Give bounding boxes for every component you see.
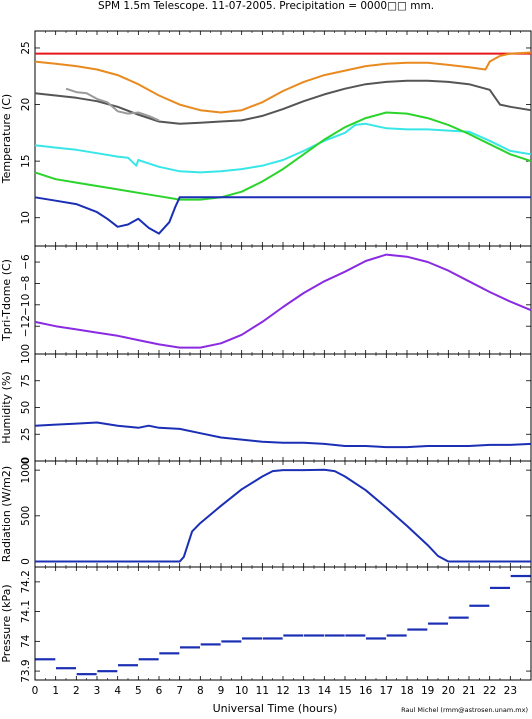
data-point — [35, 658, 56, 661]
panel-4: 73.9 74 74.1 74.2 Pressure (kPa) — [0, 566, 532, 683]
x-tick-label: 1 — [52, 685, 59, 697]
data-point — [262, 637, 283, 640]
panel-frame — [34, 30, 532, 247]
series-line-green — [34, 111, 532, 201]
data-point — [490, 586, 510, 590]
y-axis-label: Radiation (W/m2) — [0, 466, 13, 562]
data-point — [345, 634, 366, 637]
series-line-light_gray — [65, 87, 160, 122]
series-line-blue — [34, 421, 532, 449]
x-tick-label: 10 — [235, 685, 248, 697]
x-tick-label: 7 — [176, 685, 183, 697]
data-point — [304, 634, 324, 637]
panel-frame — [34, 460, 532, 568]
credit-text: Raul Michel (rmm@astrosen.unam.mx) — [401, 706, 528, 714]
x-tick-label: 15 — [338, 685, 351, 697]
y-tick-label: 50 — [20, 401, 32, 414]
y-tick-label: −6 — [20, 254, 32, 270]
x-tick-label: 14 — [318, 685, 332, 697]
y-tick-label: −10 — [20, 294, 32, 316]
y-tick-label: 0 — [20, 458, 32, 465]
data-point — [283, 634, 304, 637]
x-tick-label: 6 — [156, 685, 163, 697]
series-line-dark_gray — [34, 79, 532, 125]
data-point — [324, 634, 345, 637]
data-point — [242, 637, 262, 640]
x-tick-label: 3 — [94, 685, 101, 697]
data-point — [97, 670, 118, 673]
x-tick-label: 8 — [197, 685, 204, 697]
y-tick-label: 0 — [20, 558, 32, 565]
panel-1: −12−10 −8 −6 Tpri-Tdome (C) — [0, 245, 532, 355]
y-tick-label: 73.9 — [20, 659, 32, 682]
y-tick-label: 15 — [20, 154, 32, 167]
figure-title: SPM 1.5m Telescope. 11-07-2005. Precipit… — [98, 0, 434, 12]
x-tick-label: 2 — [73, 685, 80, 697]
data-point — [221, 640, 242, 643]
x-tick-label: 13 — [297, 685, 310, 697]
y-tick-label: 10 — [20, 211, 32, 224]
data-point — [448, 616, 469, 619]
x-tick-label: 0 — [32, 685, 39, 697]
data-point — [138, 658, 159, 661]
data-point — [510, 574, 531, 578]
y-tick-label: 74 — [20, 634, 32, 648]
panel-3: 0 500 1000 Radiation (W/m2) — [0, 457, 532, 568]
y-axis-label: Temperature (C) — [0, 94, 13, 184]
panel-0: 10 15 20 25 Temperature (C) — [0, 30, 532, 247]
data-point — [118, 664, 138, 667]
series-line-blue — [35, 468, 531, 563]
x-axis-labels: 0 1 2 3 4 5 6 7 8 9 10 11 12 13 14 15 16 17 18 19 20 21 22 23 — [32, 685, 517, 697]
y-tick-label: 20 — [20, 98, 32, 111]
series-line-cyan — [34, 122, 532, 174]
data-point — [159, 652, 180, 655]
x-tick-label: 21 — [462, 685, 475, 697]
panel-frame — [34, 245, 532, 355]
series-line-orange — [34, 51, 532, 114]
series-line-blue — [34, 196, 531, 235]
chart-panels: 10 15 20 25 Temperature (C) −12−10 −8 −6 Tpri-Td… — [0, 30, 532, 683]
data-point — [56, 667, 76, 670]
data-point — [407, 628, 428, 631]
y-tick-label: 500 — [20, 506, 32, 526]
y-tick-label: 74.1 — [20, 600, 32, 623]
data-point — [428, 622, 448, 625]
y-tick-label: 25 — [20, 41, 32, 54]
panel-2: 0 25 50 75 100 Humidity (%) — [0, 344, 532, 465]
data-point — [366, 637, 386, 640]
x-tick-label: 12 — [276, 685, 289, 697]
y-tick-label: 25 — [20, 428, 32, 441]
x-tick-label: 16 — [359, 685, 373, 697]
series-line-purple — [34, 253, 532, 349]
data-point — [200, 643, 221, 646]
x-tick-label: 18 — [400, 685, 413, 697]
y-tick-label: 74.2 — [20, 570, 32, 593]
panel-frame — [34, 566, 532, 681]
x-tick-label: 23 — [504, 685, 517, 697]
x-tick-label: 4 — [114, 685, 121, 697]
x-axis-label: Universal Time (hours) — [213, 702, 338, 715]
data-point — [469, 604, 490, 607]
y-axis-label: Humidity (%) — [0, 371, 13, 443]
y-tick-label: 75 — [20, 374, 32, 387]
data-point — [76, 673, 97, 676]
y-tick-label: 1000 — [20, 457, 32, 484]
y-tick-label: −12 — [20, 315, 32, 337]
y-axis-label: Pressure (kPa) — [0, 584, 13, 662]
x-tick-label: 20 — [442, 685, 455, 697]
panel-frame — [34, 353, 532, 462]
x-tick-label: 17 — [380, 685, 393, 697]
x-tick-label: 5 — [135, 685, 142, 697]
x-tick-label: 11 — [256, 685, 269, 697]
x-tick-label: 22 — [483, 685, 496, 697]
data-point — [180, 646, 200, 649]
y-tick-label: 100 — [20, 344, 32, 364]
y-tick-label: −8 — [20, 276, 32, 291]
y-axis-label: Tpri-Tdome (C) — [0, 259, 13, 342]
x-tick-label: 9 — [218, 685, 225, 697]
x-tick-label: 19 — [421, 685, 434, 697]
data-point — [386, 634, 407, 637]
